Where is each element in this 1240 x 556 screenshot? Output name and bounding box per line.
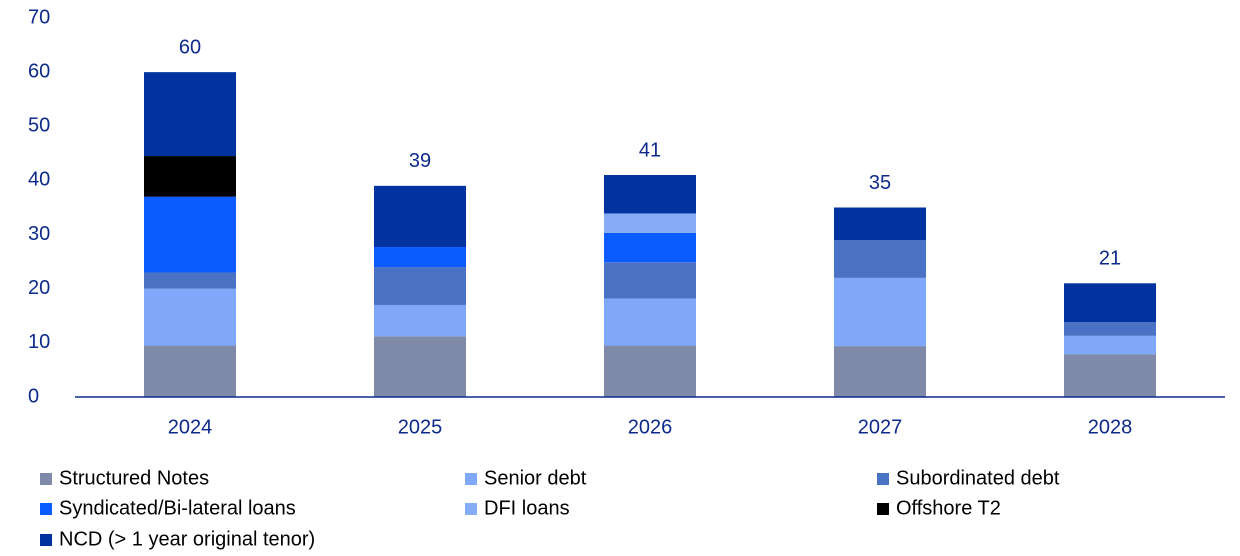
y-tick-label: 50 xyxy=(28,115,50,137)
y-tick-label: 30 xyxy=(28,223,50,245)
total-label: 41 xyxy=(639,139,661,161)
bar-segment xyxy=(834,207,926,240)
legend-label: Structured Notes xyxy=(59,467,209,489)
legend-label: Senior debt xyxy=(484,467,587,489)
y-tick-label: 20 xyxy=(28,277,50,299)
bar-segment xyxy=(834,346,926,397)
legend-label: Subordinated debt xyxy=(896,467,1060,489)
y-tick-label: 60 xyxy=(28,60,50,82)
y-tick-label: 0 xyxy=(28,385,39,407)
x-tick-label: 2024 xyxy=(168,416,213,438)
total-label: 35 xyxy=(869,172,891,194)
legend-swatch xyxy=(40,473,52,485)
bar-segment xyxy=(604,213,696,233)
bar-segment xyxy=(834,239,926,278)
total-label: 21 xyxy=(1099,248,1121,270)
bar-segment xyxy=(144,72,236,157)
bar-segment xyxy=(604,232,696,263)
x-tick-label: 2027 xyxy=(858,416,903,438)
x-tick-label: 2025 xyxy=(398,416,443,438)
bar-segment xyxy=(1064,283,1156,323)
legend-label: NCD (> 1 year original tenor) xyxy=(59,528,315,550)
bar-segment xyxy=(604,345,696,397)
bar-segment xyxy=(144,288,236,346)
legend-swatch xyxy=(40,503,52,515)
bar-segment xyxy=(1064,322,1156,336)
legend-swatch xyxy=(877,503,889,515)
bar-segment xyxy=(144,156,236,197)
x-tick-label: 2026 xyxy=(628,416,673,438)
legend-swatch xyxy=(877,473,889,485)
legend-swatch xyxy=(465,503,477,515)
bar-segment xyxy=(374,336,466,397)
y-tick-label: 40 xyxy=(28,169,50,191)
x-tick-label: 2028 xyxy=(1088,416,1133,438)
legend-label: Offshore T2 xyxy=(896,497,1001,519)
bar-segment xyxy=(604,262,696,299)
bar-segment xyxy=(1064,354,1156,397)
bar-segment xyxy=(604,175,696,214)
bar-segment xyxy=(1064,335,1156,355)
bar-segment xyxy=(374,185,466,248)
y-tick-label: 70 xyxy=(28,6,50,28)
bar-segment xyxy=(144,345,236,397)
total-label: 39 xyxy=(409,150,431,172)
legend-label: DFI loans xyxy=(484,497,570,519)
bar-segment xyxy=(374,267,466,305)
total-label: 60 xyxy=(179,36,201,58)
legend-swatch xyxy=(40,534,52,546)
bar-segment xyxy=(604,298,696,346)
bar-segment xyxy=(374,304,466,337)
bar-segment xyxy=(834,277,926,347)
legend-label: Syndicated/Bi-lateral loans xyxy=(59,497,296,519)
bar-segment xyxy=(144,272,236,289)
bar-segment xyxy=(374,247,466,268)
y-tick-label: 10 xyxy=(28,331,50,353)
legend-swatch xyxy=(465,473,477,485)
bar-segment xyxy=(144,196,236,273)
